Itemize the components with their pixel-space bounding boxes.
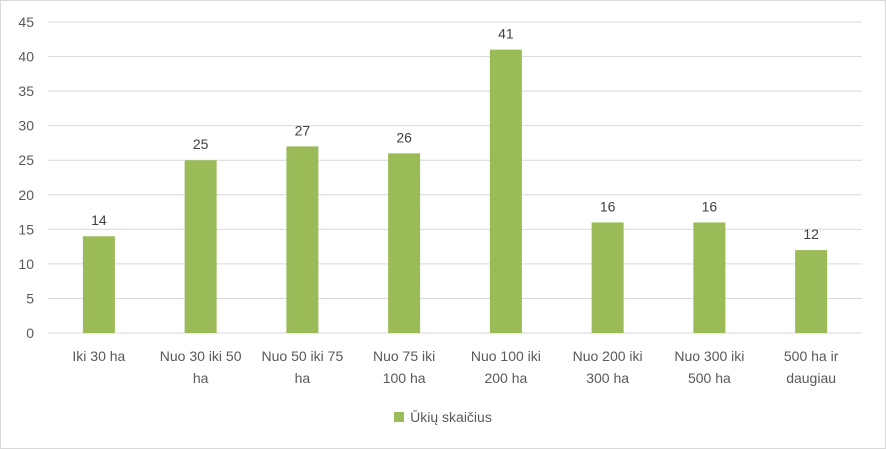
x-tick-label: 200 ha bbox=[484, 370, 527, 386]
legend: Ūkių skaičius bbox=[0, 409, 886, 425]
data-label: 12 bbox=[803, 226, 819, 242]
x-tick-label: 500 ha bbox=[688, 370, 731, 386]
x-tick-label: Nuo 30 iki 50 bbox=[160, 348, 242, 364]
y-tick-label: 15 bbox=[18, 221, 34, 237]
bars bbox=[82, 49, 828, 334]
y-tick-label: 35 bbox=[18, 83, 34, 99]
data-labels: 14 25 27 26 41 16 16 12 bbox=[91, 26, 819, 242]
x-tick-label: Iki 30 ha bbox=[72, 348, 125, 364]
bar bbox=[693, 222, 726, 333]
x-tick-label: 500 ha ir bbox=[784, 348, 839, 364]
x-tick-label: daugiau bbox=[786, 370, 836, 386]
data-label: 26 bbox=[396, 129, 412, 145]
x-tick-label: Nuo 100 iki bbox=[471, 348, 541, 364]
y-tick-label: 5 bbox=[26, 290, 34, 306]
x-axis-ticks: Iki 30 ha Nuo 30 iki 50 ha Nuo 50 iki 75 ha N… bbox=[72, 348, 838, 386]
bar bbox=[82, 236, 115, 333]
y-tick-label: 10 bbox=[18, 256, 34, 272]
bar bbox=[184, 160, 217, 333]
x-tick-label: 100 ha bbox=[383, 370, 426, 386]
bar bbox=[388, 153, 421, 333]
y-axis-ticks: 0 5 10 15 20 25 30 35 40 45 bbox=[18, 14, 34, 341]
data-label: 16 bbox=[600, 198, 616, 214]
y-tick-label: 30 bbox=[18, 118, 34, 134]
data-label: 14 bbox=[91, 212, 107, 228]
x-tick-label: Nuo 50 iki 75 bbox=[262, 348, 344, 364]
x-tick-label: Nuo 75 iki bbox=[373, 348, 435, 364]
bar bbox=[489, 49, 522, 334]
y-tick-label: 25 bbox=[18, 152, 34, 168]
x-tick-label: Nuo 200 iki bbox=[573, 348, 643, 364]
x-tick-label: ha bbox=[295, 370, 311, 386]
x-tick-label: Nuo 300 iki bbox=[674, 348, 744, 364]
y-tick-label: 0 bbox=[26, 325, 34, 341]
bar bbox=[591, 222, 624, 333]
bar bbox=[286, 146, 319, 333]
gridlines bbox=[48, 21, 862, 334]
data-label: 27 bbox=[295, 122, 311, 138]
data-label: 41 bbox=[498, 26, 514, 42]
y-tick-label: 20 bbox=[18, 187, 34, 203]
x-tick-label: 300 ha bbox=[586, 370, 629, 386]
y-tick-label: 45 bbox=[18, 14, 34, 30]
legend-swatch bbox=[394, 412, 405, 422]
x-tick-label: ha bbox=[193, 370, 209, 386]
data-label: 25 bbox=[193, 136, 209, 152]
y-tick-label: 40 bbox=[18, 49, 34, 65]
bar bbox=[795, 250, 828, 333]
data-label: 16 bbox=[702, 198, 718, 214]
legend-label: Ūkių skaičius bbox=[410, 409, 492, 425]
